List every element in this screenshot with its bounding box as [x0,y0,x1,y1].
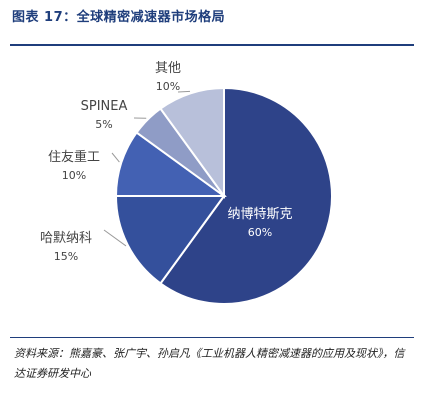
slice-label: 其他 [155,61,181,76]
source-note: 资料来源：熊嘉豪、张广宇、孙启凡《工业机器人精密减速器的应用及现状》，信达证券研… [14,347,405,380]
slice-value-label: 10% [156,80,180,93]
pie-slice [159,86,225,200]
title-divider [10,44,414,46]
slice-label: 纳博特斯克 [227,207,292,222]
leader-line [103,229,127,247]
slice-label: 住友重工 [48,149,100,165]
pie-slice [159,86,333,305]
slice-value-label: 10% [62,169,86,182]
slice-label: SPINEA [81,99,128,114]
slice-value-label: 60% [248,226,272,239]
slice-labels: 纳博特斯克 60% 哈默纳科 15% 住友重工 10% SPINEA 5% 其他 10% [40,61,293,263]
pie-slices [114,86,333,305]
leader-line [111,152,120,163]
slice-value-label: 5% [95,118,112,131]
pie-slice [114,195,226,285]
leader-lines [103,90,191,247]
leader-line [177,90,191,93]
chart-title: 图表 17：全球精密减速器市场格局 [12,10,226,25]
source-divider [10,337,414,338]
slice-label: 哈默纳科 [40,230,92,246]
slice-value-label: 15% [54,250,78,263]
